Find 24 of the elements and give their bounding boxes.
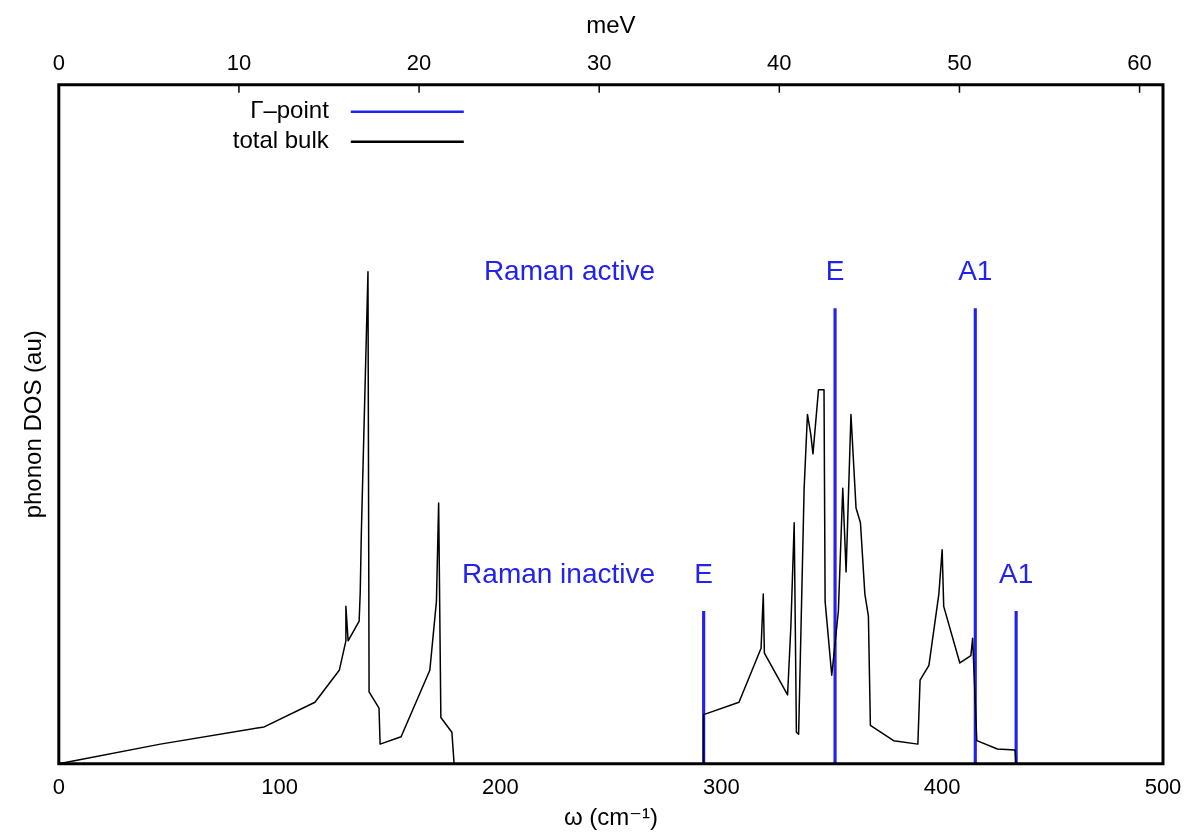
- x-tick-label: 300: [702, 774, 740, 800]
- y-axis-title: phonon DOS (au): [19, 330, 47, 519]
- annotation: A1: [999, 557, 1034, 589]
- annotation: E: [694, 557, 713, 589]
- annotation: Raman active: [483, 255, 656, 287]
- x-tick-label: 0: [52, 774, 65, 800]
- x2-axis-title: meV: [586, 11, 636, 39]
- annotation: A1: [958, 255, 993, 287]
- x-tick-label: 400: [923, 774, 961, 800]
- annotation: E: [825, 255, 845, 287]
- x2-tick-label: 40: [767, 49, 792, 75]
- x2-tick-label: 20: [406, 49, 432, 75]
- x-tick-label: 200: [482, 774, 519, 800]
- legend-label: Γ–point: [250, 96, 330, 124]
- x2-tick-label: 30: [586, 49, 612, 75]
- x-tick-label: 500: [1144, 774, 1182, 800]
- x2-tick-label: 0: [52, 49, 65, 75]
- legend-label: total bulk: [232, 126, 330, 154]
- x-tick-label: 100: [261, 774, 298, 800]
- x-axis-title: ω (cm⁻¹): [563, 803, 658, 831]
- x2-tick-label: 60: [1127, 49, 1152, 75]
- x2-tick-label: 50: [947, 49, 972, 75]
- x2-tick-label: 10: [226, 49, 252, 75]
- annotation: Raman inactive: [462, 557, 656, 589]
